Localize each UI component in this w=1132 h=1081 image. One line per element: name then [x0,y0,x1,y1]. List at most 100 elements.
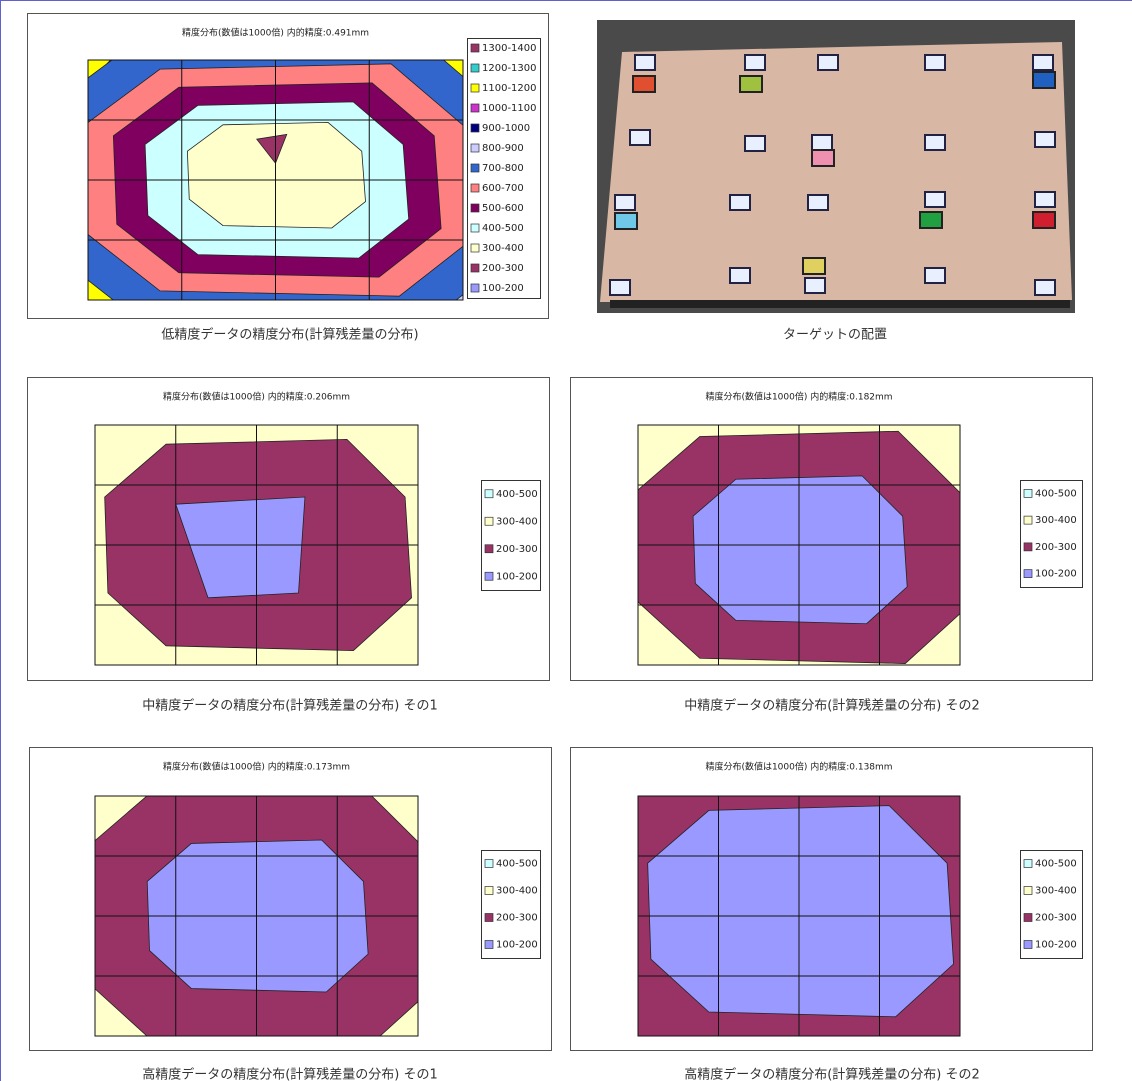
legend-swatch [470,123,480,133]
plot-frame [637,424,961,666]
contour-band [647,805,954,1018]
legend-label: 800-900 [482,143,524,154]
legend-swatch [484,571,494,581]
target [729,194,751,211]
legend-label: 200-300 [482,263,524,274]
target [1032,54,1054,71]
legend-box [1020,850,1083,959]
legend-label: 1200-1300 [482,63,537,74]
target [924,267,946,284]
legend-swatch [1023,886,1033,895]
legend-label: 100-200 [1035,940,1077,951]
chart-title: 精度分布(数値は1000倍) 内的精度:0.206mm [163,391,350,403]
legend-label: 400-500 [1035,488,1077,499]
target [924,191,946,208]
target [804,277,826,294]
legend-label: 200-300 [1035,913,1077,924]
contour-band [692,475,908,625]
target [1034,131,1056,148]
legend-label: 600-700 [482,183,524,194]
caption: 中精度データの精度分布(計算残差量の分布) その1 [142,698,438,714]
contour-plot [88,60,463,300]
legend-label: 700-800 [482,163,524,174]
legend-label: 300-400 [1035,515,1077,526]
color-target [1032,211,1056,229]
legend-swatch [484,940,494,949]
legend-label: 1100-1200 [482,83,537,94]
chart-title: 精度分布(数値は1000倍) 内的精度:0.491mm [182,27,369,39]
plot-frame [87,59,464,301]
legend-swatch [484,913,494,922]
legend-label: 200-300 [496,544,538,555]
caption: 中精度データの精度分布(計算残差量の分布) その2 [684,698,980,714]
caption: 高精度データの精度分布(計算残差量の分布) その1 [142,1067,438,1081]
legend-label: 400-500 [496,859,538,870]
legend-swatch [1023,940,1033,949]
legend-swatch [470,223,480,233]
legend-label: 500-600 [482,203,524,214]
legend-swatch [470,243,480,253]
legend-label: 1300-1400 [482,43,537,54]
legend-swatch [1023,859,1033,868]
legend-swatch [470,283,480,293]
target [807,194,829,211]
legend-swatch [1023,515,1033,525]
contour-plot [638,425,960,665]
legend-swatch [470,183,480,193]
color-target [802,257,826,275]
plot-frame [94,424,419,666]
legend-swatch [1023,569,1033,578]
legend-label: 1000-1100 [482,103,537,114]
legend-swatch [1023,489,1033,498]
plot-frame [637,795,961,1037]
legend-swatch [484,859,494,868]
color-target [1032,71,1056,89]
contour-plot [95,425,418,665]
target [744,135,766,152]
color-target [739,75,763,93]
legend-swatch [470,263,480,273]
target [1034,191,1056,208]
legend-label: 400-500 [482,223,524,234]
contour-plot [95,796,418,1036]
legend-swatch [470,103,480,113]
target [744,54,766,71]
legend-label: 200-300 [1035,542,1077,553]
target [629,129,651,146]
legend-label: 100-200 [482,283,524,294]
legend-swatch [470,63,480,73]
legend-swatch [470,163,480,173]
contour-plot [638,796,960,1036]
caption: 低精度データの精度分布(計算残差量の分布) [161,327,418,343]
legend-label: 300-400 [1035,886,1077,897]
color-target [632,75,656,93]
legend-swatch [484,516,494,526]
target [614,194,636,211]
target [634,54,656,71]
legend-label: 300-400 [482,243,524,254]
chart-title: 精度分布(数値は1000倍) 内的精度:0.138mm [705,761,892,773]
target [1034,279,1056,296]
legend-label: 300-400 [496,516,538,527]
legend-label: 300-400 [496,886,538,897]
legend-label: 100-200 [1035,569,1077,580]
legend-label: 100-200 [496,940,538,951]
target [817,54,839,71]
legend-swatch [470,143,480,153]
caption: ターゲットの配置 [783,328,887,343]
legend-swatch [1023,542,1033,552]
legend-label: 400-500 [1035,859,1077,870]
target [811,134,833,151]
target [924,134,946,151]
color-target [919,211,943,229]
legend-swatch [484,544,494,554]
target-photo [597,20,1075,313]
contour-band [175,496,306,599]
color-target [614,212,638,230]
chart-title: 精度分布(数値は1000倍) 内的精度:0.182mm [705,391,892,403]
legend-swatch [484,489,494,499]
target [729,267,751,284]
legend-label: 100-200 [496,571,538,582]
contour-band [256,133,288,164]
